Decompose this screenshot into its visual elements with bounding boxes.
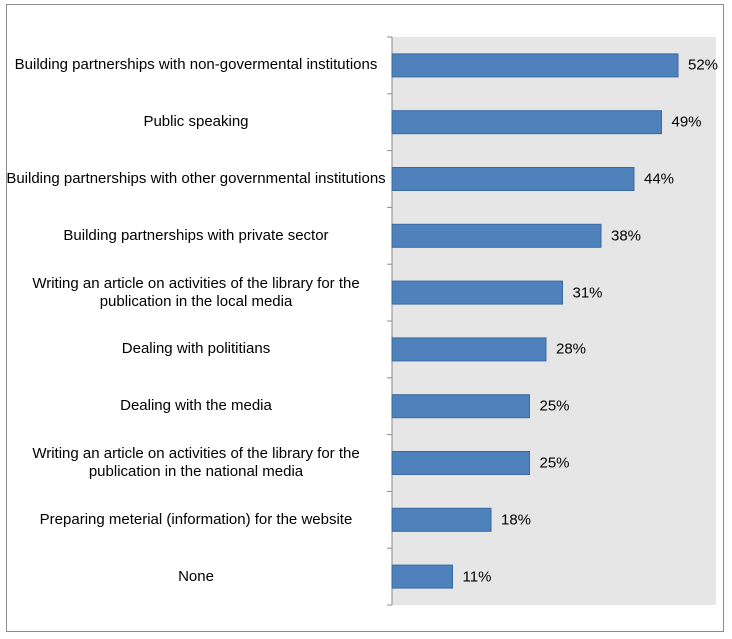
data-label: 28% bbox=[556, 340, 587, 358]
category-label: Writing an article on activities of the … bbox=[32, 274, 360, 310]
category-label: Writing an article on activities of the … bbox=[32, 445, 360, 480]
data-label: 38% bbox=[611, 227, 642, 245]
bar bbox=[391, 394, 530, 419]
bar bbox=[391, 507, 492, 532]
data-label: 18% bbox=[501, 511, 532, 529]
bar bbox=[391, 564, 453, 589]
bar bbox=[391, 337, 547, 362]
category-label: Dealing with the media bbox=[120, 397, 272, 415]
bar bbox=[391, 167, 635, 191]
data-label: 52% bbox=[688, 56, 719, 74]
data-label: 44% bbox=[644, 170, 675, 188]
category-label: Dealing with polititians bbox=[121, 340, 271, 358]
category-label: Public speaking bbox=[143, 113, 249, 131]
bar bbox=[391, 223, 602, 248]
bar bbox=[391, 53, 679, 78]
category-label: Preparing meterial (information) for the… bbox=[39, 510, 353, 528]
data-label: 11% bbox=[462, 568, 492, 586]
bar bbox=[391, 280, 563, 305]
data-label: 25% bbox=[539, 454, 570, 472]
bar bbox=[391, 110, 662, 135]
category-label: None bbox=[178, 567, 214, 585]
category-label: Building partnerships with non-goverment… bbox=[14, 56, 378, 74]
data-label: 31% bbox=[572, 284, 603, 302]
bar bbox=[391, 451, 530, 475]
category-label: Building partnerships with other governm… bbox=[6, 170, 386, 187]
data-label: 49% bbox=[671, 113, 702, 131]
category-label: Building partnerships with private secto… bbox=[63, 226, 329, 244]
data-label: 25% bbox=[539, 397, 570, 415]
